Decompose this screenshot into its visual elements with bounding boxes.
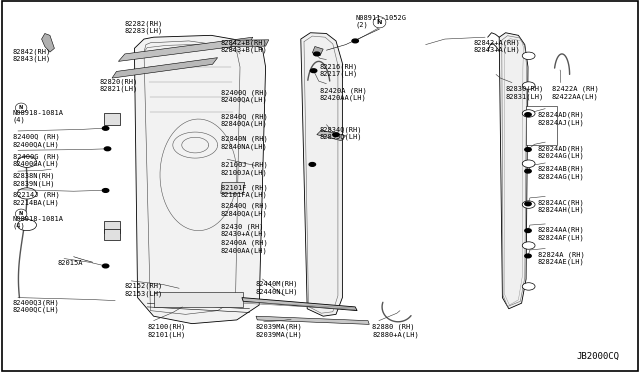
Polygon shape bbox=[118, 37, 253, 61]
Circle shape bbox=[525, 202, 531, 206]
Text: 82430 (RH)
82430+A(LH): 82430 (RH) 82430+A(LH) bbox=[221, 223, 268, 237]
Circle shape bbox=[104, 147, 111, 151]
Circle shape bbox=[102, 126, 109, 130]
Text: 82400Q3(RH)
82400QC(LH): 82400Q3(RH) 82400QC(LH) bbox=[13, 299, 60, 314]
Polygon shape bbox=[242, 298, 357, 311]
Text: 82400Q (RH)
82400QA(LH): 82400Q (RH) 82400QA(LH) bbox=[221, 89, 268, 103]
Text: JB2000CQ: JB2000CQ bbox=[576, 352, 619, 360]
Circle shape bbox=[314, 52, 320, 56]
Text: 82400G (RH)
82400GA(LH): 82400G (RH) 82400GA(LH) bbox=[13, 153, 60, 167]
Text: N: N bbox=[19, 211, 23, 217]
Polygon shape bbox=[15, 103, 27, 113]
Circle shape bbox=[524, 83, 534, 89]
Circle shape bbox=[524, 110, 534, 116]
Text: 82422A (RH)
82422AA(LH): 82422A (RH) 82422AA(LH) bbox=[552, 86, 598, 100]
Circle shape bbox=[525, 229, 531, 232]
Text: 82834Q(RH)
82835Q(LH): 82834Q(RH) 82835Q(LH) bbox=[320, 126, 362, 141]
Circle shape bbox=[19, 189, 35, 198]
Text: 82824A (RH)
82824AE(LH): 82824A (RH) 82824AE(LH) bbox=[538, 251, 584, 265]
Circle shape bbox=[524, 161, 534, 167]
Polygon shape bbox=[42, 33, 54, 52]
Circle shape bbox=[352, 39, 358, 43]
Polygon shape bbox=[134, 35, 266, 324]
Circle shape bbox=[525, 254, 531, 258]
Bar bbox=[104, 221, 120, 232]
Circle shape bbox=[310, 69, 317, 73]
Text: 82101F (RH)
82101FA(LH): 82101F (RH) 82101FA(LH) bbox=[221, 184, 268, 198]
Text: 82820(RH)
82821(LH): 82820(RH) 82821(LH) bbox=[99, 78, 138, 92]
Polygon shape bbox=[373, 17, 386, 28]
Polygon shape bbox=[230, 40, 269, 46]
Text: 82282(RH)
82283(LH): 82282(RH) 82283(LH) bbox=[125, 20, 163, 35]
Text: 82880 (RH)
82880+A(LH): 82880 (RH) 82880+A(LH) bbox=[372, 324, 419, 338]
Circle shape bbox=[524, 243, 534, 248]
Circle shape bbox=[19, 220, 35, 230]
Polygon shape bbox=[317, 130, 346, 141]
Polygon shape bbox=[221, 182, 244, 193]
Text: 82842+A(RH)
82843+A(LH): 82842+A(RH) 82843+A(LH) bbox=[474, 39, 520, 53]
Text: N08918-1081A
(4): N08918-1081A (4) bbox=[13, 216, 64, 229]
Polygon shape bbox=[312, 46, 323, 56]
Text: 82420A (RH)
82420AA(LH): 82420A (RH) 82420AA(LH) bbox=[320, 87, 367, 102]
Text: 82830(RH)
82831(LH): 82830(RH) 82831(LH) bbox=[506, 86, 544, 100]
Circle shape bbox=[525, 113, 531, 116]
Circle shape bbox=[525, 148, 531, 151]
Text: 82838N(RH)
82839N(LH): 82838N(RH) 82839N(LH) bbox=[13, 173, 55, 187]
Text: 82039MA(RH)
82039MA(LH): 82039MA(RH) 82039MA(LH) bbox=[256, 324, 303, 338]
Polygon shape bbox=[256, 316, 369, 324]
Text: 82824AD(RH)
82824AJ(LH): 82824AD(RH) 82824AJ(LH) bbox=[538, 112, 584, 126]
Circle shape bbox=[524, 53, 534, 59]
Text: 82100(RH)
82101(LH): 82100(RH) 82101(LH) bbox=[147, 324, 186, 338]
Polygon shape bbox=[112, 58, 218, 78]
Text: 82024AD(RH)
82024AG(LH): 82024AD(RH) 82024AG(LH) bbox=[538, 145, 584, 159]
Text: 82440M(RH)
82440N(LH): 82440M(RH) 82440N(LH) bbox=[256, 281, 298, 295]
Circle shape bbox=[524, 202, 534, 208]
Circle shape bbox=[333, 133, 339, 137]
Circle shape bbox=[309, 163, 316, 166]
Text: 82015A: 82015A bbox=[58, 260, 83, 266]
Text: N08918-1081A
(4): N08918-1081A (4) bbox=[13, 110, 64, 123]
Circle shape bbox=[19, 157, 35, 167]
Text: 82400A (RH)
82400AA(LH): 82400A (RH) 82400AA(LH) bbox=[221, 240, 268, 254]
Text: N08911-1052G
(2): N08911-1052G (2) bbox=[355, 15, 406, 28]
Polygon shape bbox=[15, 209, 27, 219]
Text: 82840N (RH)
82840NA(LH): 82840N (RH) 82840NA(LH) bbox=[221, 136, 268, 150]
Polygon shape bbox=[526, 106, 557, 145]
Text: 82216(RH)
82217(LH): 82216(RH) 82217(LH) bbox=[320, 63, 358, 77]
Text: 82152(RH)
82153(LH): 82152(RH) 82153(LH) bbox=[125, 283, 163, 297]
Text: 82214J (RH)
82214BA(LH): 82214J (RH) 82214BA(LH) bbox=[13, 192, 60, 206]
Circle shape bbox=[525, 169, 531, 173]
Text: 82842(RH)
82843(LH): 82842(RH) 82843(LH) bbox=[13, 48, 51, 62]
Text: 82840Q (RH)
82840QA(LH): 82840Q (RH) 82840QA(LH) bbox=[221, 113, 268, 128]
Circle shape bbox=[102, 189, 109, 192]
Text: 82400Q (RH)
82400QA(LH): 82400Q (RH) 82400QA(LH) bbox=[13, 134, 60, 148]
Circle shape bbox=[524, 283, 534, 289]
Text: 82840Q (RH)
82840QA(LH): 82840Q (RH) 82840QA(LH) bbox=[221, 203, 268, 217]
Text: 82824AC(RH)
82824AH(LH): 82824AC(RH) 82824AH(LH) bbox=[538, 199, 584, 213]
Bar bbox=[104, 229, 120, 240]
Text: 82824AA(RH)
82824AF(LH): 82824AA(RH) 82824AF(LH) bbox=[538, 227, 584, 241]
Polygon shape bbox=[154, 292, 243, 307]
Text: N: N bbox=[19, 105, 23, 110]
Text: N: N bbox=[377, 20, 382, 25]
Text: 82100J (RH)
82100JA(LH): 82100J (RH) 82100JA(LH) bbox=[221, 162, 268, 176]
Polygon shape bbox=[499, 33, 528, 309]
Bar bbox=[104, 113, 120, 125]
Text: 82824AB(RH)
82824AG(LH): 82824AB(RH) 82824AG(LH) bbox=[538, 166, 584, 180]
Text: 82842+B(RH)
82843+B(LH): 82842+B(RH) 82843+B(LH) bbox=[221, 39, 268, 53]
Circle shape bbox=[102, 264, 109, 268]
Polygon shape bbox=[301, 33, 342, 316]
